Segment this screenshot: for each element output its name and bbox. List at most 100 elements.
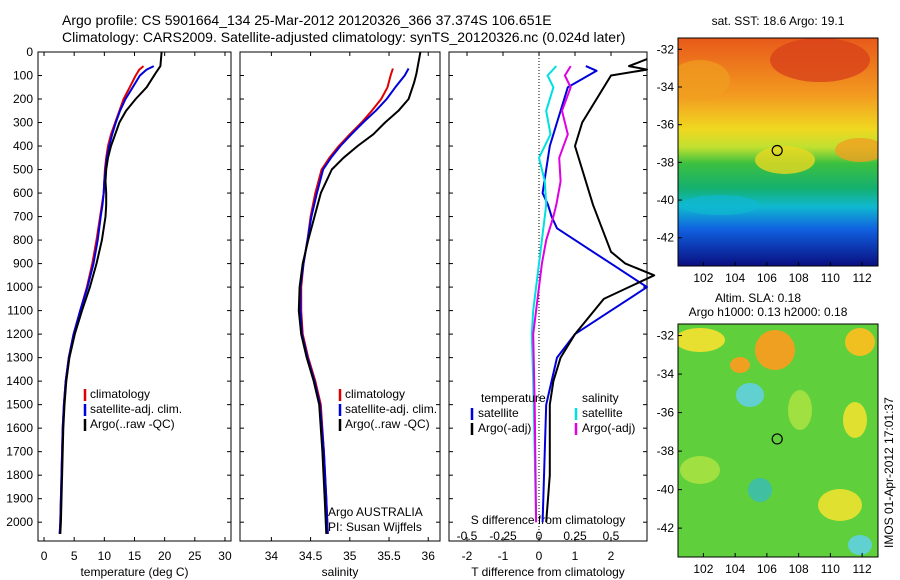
sst-title: sat. SST: 18.6 Argo: 19.1 — [712, 14, 845, 28]
temperature-legend-label: climatology — [90, 387, 150, 401]
difference-xlabel: T difference from climatology — [471, 565, 625, 579]
depth-tick-label: 300 — [13, 116, 33, 130]
depth-tick-label: 200 — [13, 92, 33, 106]
sla-xtick-label: 106 — [757, 562, 777, 576]
sla-xtick-label: 112 — [853, 562, 872, 576]
depth-tick-label: 600 — [13, 186, 33, 200]
sst-xtick-label: 110 — [821, 271, 840, 285]
temperature-xtick-label: 0 — [41, 549, 48, 563]
sla-patch — [845, 328, 875, 356]
sst-xtick-label: 102 — [693, 271, 713, 285]
salinity-legend-label: Argo(..raw -QC) — [345, 417, 430, 431]
sst-xtick-label: 112 — [853, 271, 872, 285]
sst-argo-marker — [771, 144, 783, 157]
temperature-series-clim — [58, 65, 145, 534]
temperature-xtick-label: 5 — [71, 549, 78, 563]
sst-ytick-label: -42 — [657, 231, 675, 245]
sla-high-patch — [730, 357, 750, 373]
sla-ytick-label: -34 — [657, 367, 675, 381]
sla-argo-marker — [771, 433, 783, 445]
temperature-xtick-label: 30 — [218, 549, 232, 563]
sst-front-patch — [835, 138, 878, 162]
sla-xtick-label: 102 — [693, 562, 713, 576]
sst-front-patch — [755, 146, 815, 174]
header-title: Argo profile: CS 5901664_134 25-Mar-2012… — [62, 12, 552, 28]
depth-tick-label: 1000 — [6, 280, 33, 294]
temperature-series-sat — [58, 65, 155, 534]
s-tick-label: 0 — [536, 529, 543, 543]
sla-low-patch — [736, 383, 764, 407]
s-tick-label: -0.25 — [489, 529, 517, 543]
s-tick-label: 0.5 — [603, 529, 620, 543]
sla-ytick-label: -36 — [657, 406, 675, 420]
temperature-axes-frame — [37, 51, 232, 542]
diff-legend-label: satellite — [582, 406, 623, 420]
temperature-series-argo — [59, 51, 163, 534]
difference-xtick-label: 2 — [608, 549, 615, 563]
depth-tick-label: 2000 — [6, 515, 33, 529]
depth-tick-label: 900 — [13, 257, 33, 271]
sst-ytick-label: -34 — [657, 80, 675, 94]
salinity-xtick-label: 35.5 — [377, 549, 401, 563]
depth-tick-label: 100 — [13, 69, 33, 83]
sst-xtick-label: 104 — [725, 271, 745, 285]
sst-warm-patch — [678, 60, 730, 100]
depth-tick-label: 0 — [26, 45, 33, 59]
salinity-legend-label: satellite-adj. clim. — [345, 402, 437, 416]
salinity-xtick-label: 34 — [265, 549, 279, 563]
sst-ytick-label: -38 — [657, 155, 675, 169]
depth-tick-label: 800 — [13, 233, 33, 247]
salinity-series-argo — [297, 51, 422, 534]
salinity-annotation: Argo AUSTRALIA — [328, 505, 423, 519]
diff-legend-label: Argo(-adj) — [582, 421, 635, 435]
diff-legend-label: satellite — [478, 406, 519, 420]
sla-high-patch — [755, 330, 795, 370]
depth-tick-label: 1800 — [6, 468, 33, 482]
sla-subtitle: Argo h1000: 0.13 h2000: 0.18 — [689, 305, 848, 319]
sst-xtick-label: 108 — [789, 271, 809, 285]
temperature-xtick-label: 10 — [98, 549, 112, 563]
depth-tick-label: 1900 — [6, 492, 33, 506]
depth-tick-label: 1500 — [6, 398, 33, 412]
sla-low-patch — [848, 535, 872, 555]
sst-ytick-label: -32 — [657, 42, 675, 56]
depth-tick-label: 1700 — [6, 445, 33, 459]
s-tick-label: -0.5 — [457, 529, 478, 543]
sla-patch — [678, 328, 725, 352]
depth-tick-label: 1400 — [6, 374, 33, 388]
diff-legend-label: Argo(-adj) — [478, 421, 531, 435]
difference-series-sat_s — [530, 65, 558, 523]
depth-tick-label: 1600 — [6, 421, 33, 435]
sla-map-frame — [677, 323, 879, 558]
temperature-xlabel: temperature (deg C) — [80, 565, 188, 579]
difference-xtick-label: 1 — [572, 549, 579, 563]
temperature-xtick-label: 20 — [158, 549, 172, 563]
sla-patch — [788, 390, 812, 430]
sla-patch — [818, 489, 862, 521]
depth-tick-label: 700 — [13, 210, 33, 224]
difference-series-argo_s — [532, 65, 572, 523]
salinity-series-sat — [299, 68, 410, 534]
depth-tick-label: 1300 — [6, 351, 33, 365]
sst-map-frame — [677, 37, 879, 267]
sla-patch — [680, 456, 720, 484]
difference-xtick-label: -2 — [462, 549, 473, 563]
sla-xtick-label: 104 — [725, 562, 745, 576]
diff-legend-title-t: temperature — [481, 391, 546, 405]
salinity-xlabel: salinity — [322, 565, 359, 579]
depth-tick-label: 500 — [13, 163, 33, 177]
salinity-xtick-label: 35 — [343, 549, 357, 563]
sst-cool-patch — [680, 195, 760, 215]
sla-low-patch — [748, 478, 772, 502]
temperature-xtick-label: 25 — [188, 549, 202, 563]
salinity-legend-label: climatology — [345, 387, 405, 401]
sst-xtick-label: 106 — [757, 271, 777, 285]
sst-warm-patch — [770, 38, 870, 82]
sla-ytick-label: -38 — [657, 444, 675, 458]
temperature-xtick-label: 15 — [128, 549, 142, 563]
sla-ytick-label: -32 — [657, 329, 675, 343]
difference-axes-frame — [448, 51, 648, 542]
difference-series-argo — [545, 58, 656, 523]
sst-map — [678, 38, 878, 266]
